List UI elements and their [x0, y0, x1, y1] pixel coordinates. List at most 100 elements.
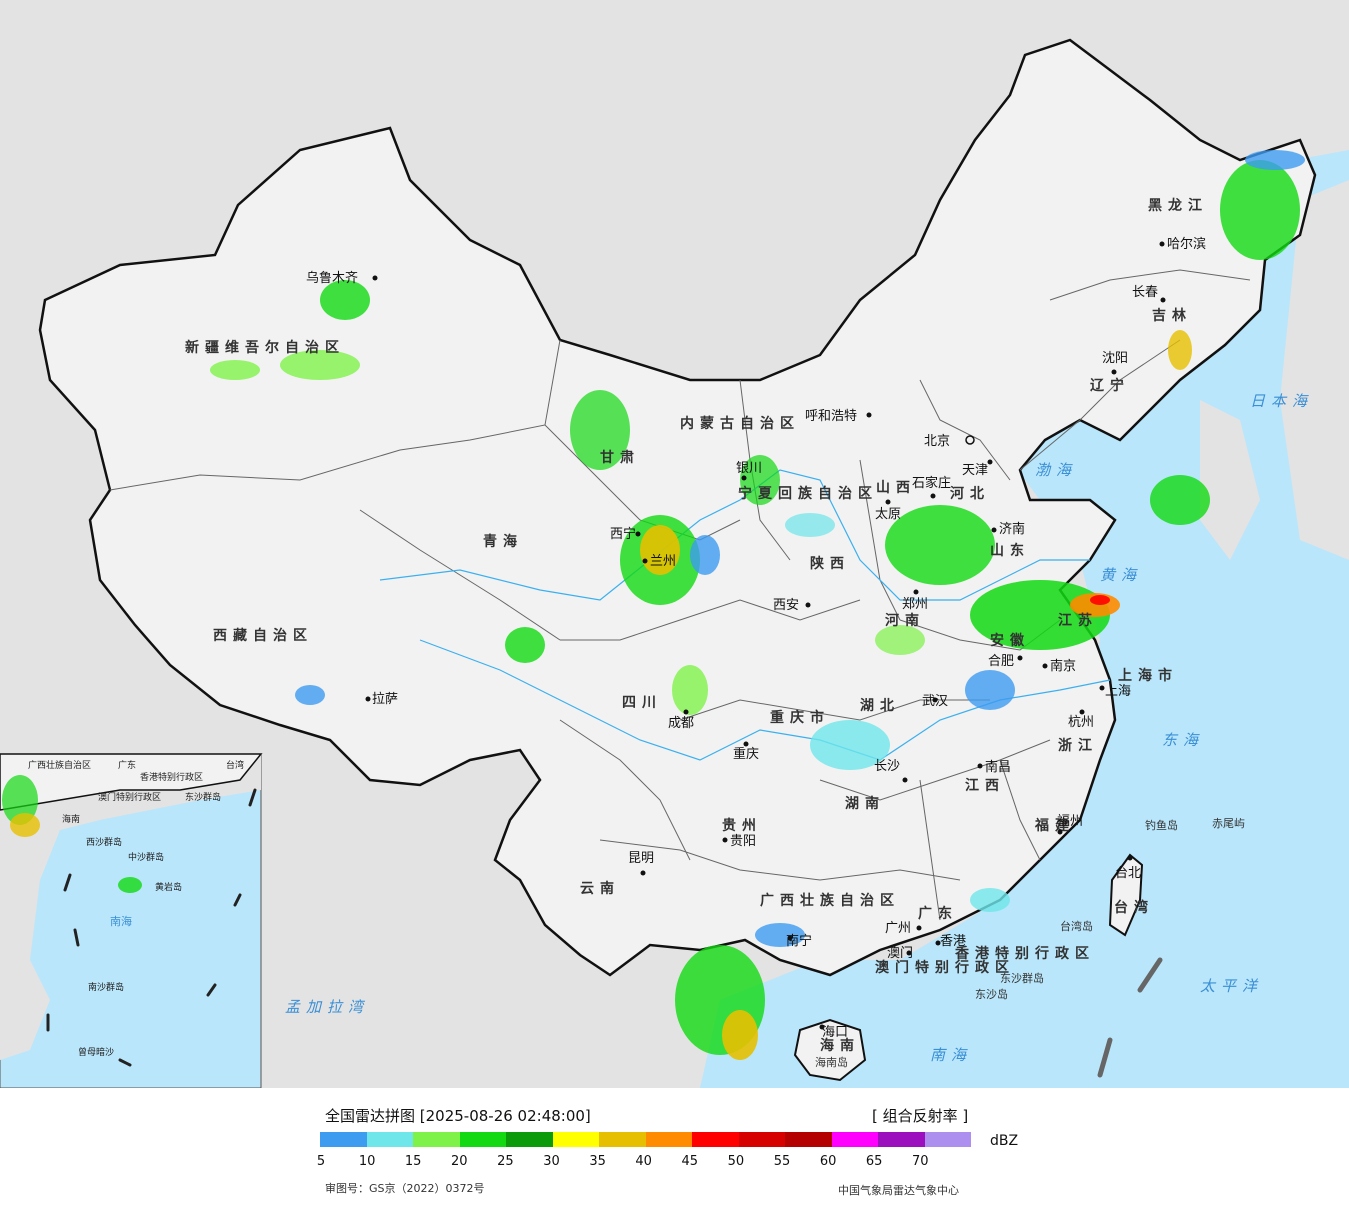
label-city: 昆明	[628, 851, 654, 866]
label-city: 西宁	[610, 526, 636, 542]
map-canvas: 新疆维吾尔自治区 西藏自治区 青海 甘肃 内蒙古自治区 黑龙江 吉林 辽宁 河北…	[0, 0, 1349, 1088]
scale-tick: 15	[404, 1154, 422, 1169]
label-province: 海南	[820, 1037, 860, 1054]
label-province: 河南	[885, 612, 925, 629]
japan	[1280, 180, 1349, 560]
label-province: 澳门特别行政区	[875, 959, 1015, 976]
label-city: 重庆	[733, 746, 759, 762]
island-labels: 钓鱼岛 赤尾屿 台湾岛 东沙群岛 东沙岛 海南岛	[815, 817, 1245, 1069]
inset-label: 澳门特别行政区	[98, 791, 161, 803]
label-province: 香港特别行政区	[954, 945, 1095, 962]
label-sea: 日本海	[1250, 392, 1313, 410]
label-city: 杭州	[1068, 715, 1094, 730]
label-island: 钓鱼岛	[1145, 818, 1178, 832]
label-province: 台湾	[1114, 899, 1154, 916]
scale-tick: 40	[635, 1154, 652, 1169]
label-province: 甘肃	[600, 449, 640, 466]
radar-map: 新疆维吾尔自治区 西藏自治区 青海 甘肃 内蒙古自治区 黑龙江 吉林 辽宁 河北…	[0, 0, 1349, 1088]
inset-label: 西沙群岛	[86, 836, 122, 848]
scale-tick: 60	[819, 1154, 837, 1169]
label-city: 海口	[822, 1025, 848, 1040]
inset-label: 南海	[110, 914, 132, 928]
label-city: 广州	[885, 921, 911, 936]
label-sea: 孟加拉湾	[285, 998, 369, 1016]
label-city: 长沙	[874, 759, 900, 774]
label-island: 台湾岛	[1060, 919, 1093, 933]
label-city: 银川	[736, 461, 762, 476]
label-city: 台北	[1115, 866, 1141, 881]
legend-title: 全国雷达拼图 [2025-08-26 02:48:00]	[325, 1107, 591, 1125]
label-province: 江西	[965, 777, 1005, 794]
scale-tick: 65	[865, 1154, 883, 1169]
label-city: 合肥	[988, 654, 1014, 669]
label-sea: 渤海	[1035, 461, 1077, 479]
scale-swatch	[878, 1132, 925, 1147]
label-city: 济南	[999, 521, 1025, 537]
label-province: 浙江	[1058, 737, 1098, 754]
inset-label: 广东	[118, 759, 136, 771]
scale-swatch	[924, 1132, 971, 1147]
city-labels: 乌鲁木齐 拉萨 西宁 兰州 银川 呼和浩特 哈尔滨 长春 沈阳 北京 天津 石家…	[306, 236, 1206, 1040]
legend-product: [ 组合反射率 ]	[872, 1107, 969, 1125]
scale-swatch	[552, 1132, 599, 1147]
label-city: 兰州	[650, 554, 676, 569]
scale-tick: 55	[773, 1154, 791, 1169]
label-city: 南宁	[786, 933, 812, 949]
label-city: 西安	[773, 598, 799, 613]
label-island: 海南岛	[815, 1055, 848, 1069]
label-island: 东沙岛	[975, 987, 1008, 1001]
label-city: 太原	[875, 507, 901, 522]
label-province: 新疆维吾尔自治区	[185, 339, 345, 356]
inset-label: 海南	[62, 813, 80, 825]
label-city: 乌鲁木齐	[306, 270, 358, 286]
label-city: 石家庄	[912, 475, 951, 491]
scale-tick: 45	[681, 1154, 699, 1169]
ocean	[700, 150, 1349, 1088]
radar-echoes	[210, 150, 1305, 1060]
sea-labels: 渤海 黄海 东海 南海 日本海 太平洋 孟加拉湾	[285, 392, 1313, 1064]
label-province: 上海市	[1118, 667, 1178, 684]
label-city: 呼和浩特	[805, 409, 857, 424]
south-china-sea-inset	[0, 753, 263, 1088]
scale-tick: 35	[589, 1154, 606, 1169]
scale-swatch	[413, 1132, 460, 1147]
province-labels: 新疆维吾尔自治区 西藏自治区 青海 甘肃 内蒙古自治区 黑龙江 吉林 辽宁 河北…	[185, 197, 1202, 1054]
scale-swatch	[645, 1132, 692, 1147]
label-city: 郑州	[902, 597, 928, 612]
label-province: 江苏	[1058, 612, 1098, 629]
scale-swatch	[738, 1132, 785, 1147]
label-province: 青海	[483, 533, 523, 550]
scale-swatch	[785, 1132, 832, 1147]
inset-label: 广西壮族自治区	[28, 759, 91, 771]
scale-swatch	[506, 1132, 553, 1147]
label-city: 成都	[668, 716, 694, 731]
city-markers	[365, 241, 1166, 1030]
scale-tick: 30	[543, 1154, 560, 1169]
label-province: 贵州	[722, 817, 762, 834]
label-city: 福州	[1057, 814, 1083, 829]
source-agency: 中国气象局雷达气象中心	[838, 1184, 959, 1197]
label-province: 内蒙古自治区	[680, 415, 800, 432]
scale-tick: 10	[358, 1154, 376, 1169]
label-province: 广东	[918, 905, 958, 922]
label-province: 宁夏回族自治区	[738, 485, 878, 502]
approval-number: 审图号：GS京（2022）0372号	[325, 1182, 485, 1195]
scale-tick: 50	[727, 1154, 745, 1169]
label-city: 长春	[1132, 285, 1158, 300]
scale-tick: 20	[451, 1154, 468, 1169]
inset-label: 香港特别行政区	[140, 771, 203, 783]
label-province: 河北	[950, 485, 990, 502]
scale-tick: 70	[912, 1154, 929, 1169]
label-province: 山西	[876, 480, 916, 496]
label-province: 安徽	[990, 632, 1030, 649]
inset-label: 中沙群岛	[128, 851, 164, 863]
inset-label: 曾母暗沙	[78, 1046, 114, 1058]
hainan-island	[793, 1018, 867, 1082]
taiwan-island	[1108, 853, 1144, 937]
label-sea: 太平洋	[1200, 977, 1263, 995]
label-island: 赤尾屿	[1212, 817, 1245, 830]
label-sea: 黄海	[1100, 566, 1142, 584]
scale-tick: 5	[316, 1154, 326, 1169]
label-province: 陕西	[810, 555, 850, 572]
label-province: 西藏自治区	[213, 627, 313, 644]
